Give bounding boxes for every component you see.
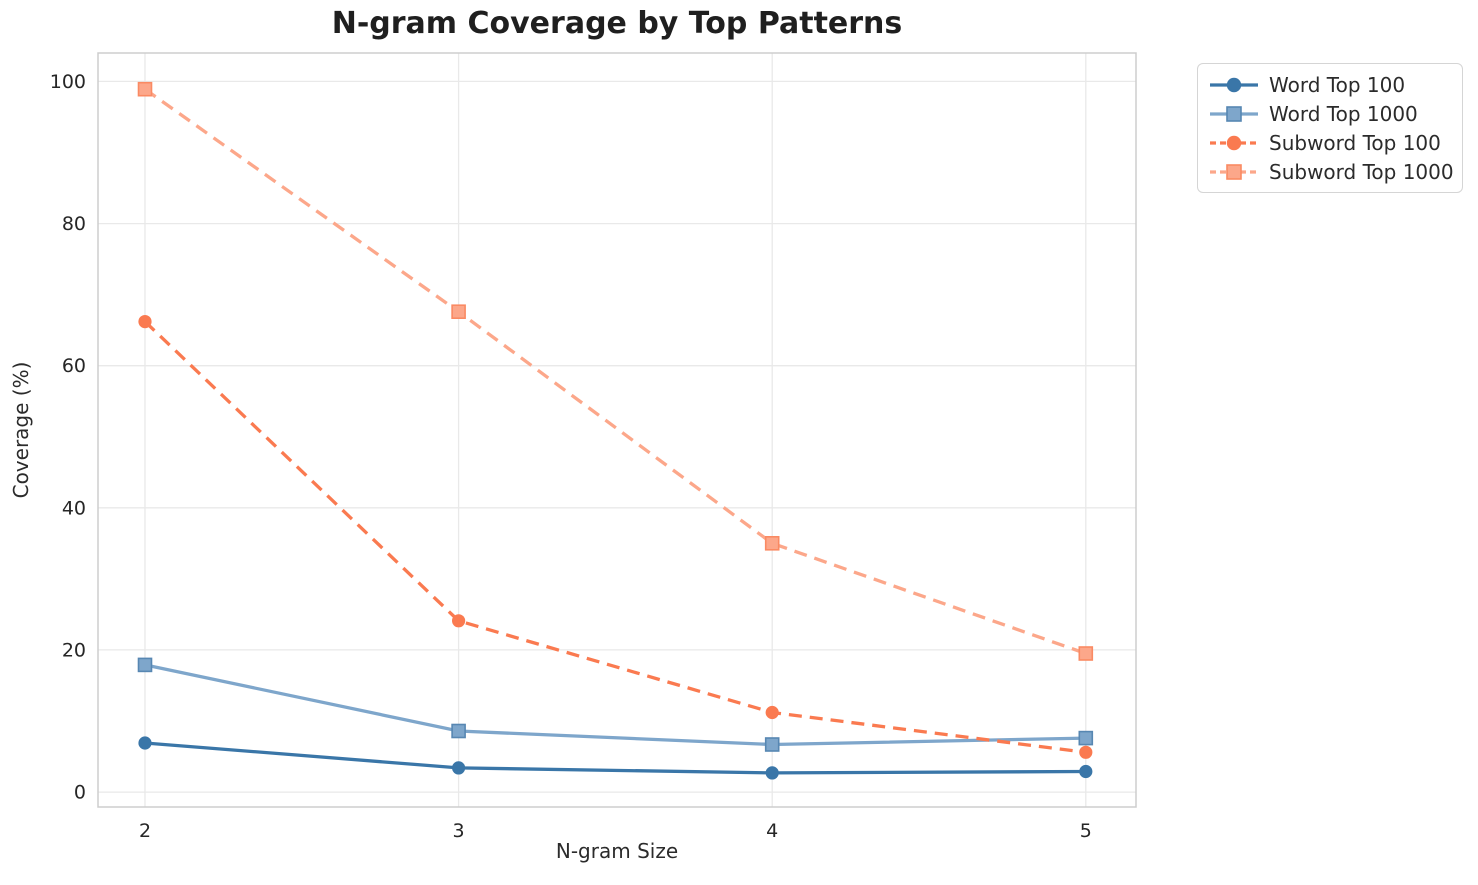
x-tick-label-2: 2 [139,820,151,842]
marker-word-top-1000-x4 [764,737,780,752]
x-axis-label: N-gram Size [555,839,679,863]
legend-item-subword-top-100: Subword Top 100 [1208,131,1452,155]
marker-subword-top-1000-x3 [451,304,466,320]
marker-word-top-1000-x5 [1078,730,1094,746]
legend: Word Top 100 Word Top 1000 Subword Top 100… [1197,63,1463,193]
legend-label-word-top-1000: Word Top 1000 [1269,101,1418,126]
y-tick-label-20: 20 [62,639,86,661]
x-tick-label-4: 4 [766,820,778,842]
marker-subword-top-100-x5 [1079,745,1093,759]
x-tick-label-3: 3 [453,820,465,842]
plot-border [97,52,1137,808]
marker-word-top-100-x4 [765,766,779,780]
marker-subword-top-100-x3 [452,614,466,628]
marker-subword-top-1000-x4 [764,535,780,551]
legend-item-word-top-100: Word Top 100 [1208,73,1452,97]
marker-word-top-100-x5 [1079,764,1093,779]
legend-swatch-subword-top-100 [1210,135,1258,150]
marker-word-top-1000-x2 [137,657,153,673]
chart-title: N-gram Coverage by Top Patterns [331,6,903,41]
marker-subword-top-100-x4 [765,705,779,720]
x-tick-label-5: 5 [1080,820,1092,842]
marker-subword-top-1000-x5 [1078,646,1094,661]
marker-word-top-100-x3 [452,761,466,775]
marker-word-top-1000-x3 [451,723,466,739]
legend-label-word-top-100: Word Top 100 [1269,72,1406,97]
marker-subword-top-100-x2 [138,315,152,329]
legend-item-subword-top-1000: Subword Top 1000 [1208,159,1454,184]
legend-marker-subword-top-1000 [1226,163,1242,180]
marker-word-top-100-x2 [138,736,152,750]
legend-marker-subword-top-100 [1226,135,1242,150]
y-axis-label: Coverage (%) [9,361,33,499]
y-tick-label-100: 100 [50,71,86,93]
series-line-word-top-1000 [144,663,1086,747]
legend-marker-word-top-100 [1226,77,1242,92]
legend-label-subword-top-1000: Subword Top 1000 [1269,159,1454,184]
legend-swatch-word-top-100 [1210,77,1258,92]
legend-label-subword-top-100: Subword Top 100 [1269,130,1441,155]
series-line-word-top-100 [144,741,1086,775]
y-tick-label-0: 0 [74,782,86,804]
y-tick-label-80: 80 [62,213,86,235]
series-line-subword-top-100 [143,320,1087,754]
marker-subword-top-1000-x2 [137,81,153,97]
legend-swatch-subword-top-1000 [1210,163,1258,180]
y-tick-label-40: 40 [62,497,86,519]
legend-item-word-top-1000: Word Top 1000 [1208,102,1452,126]
y-tick-label-60: 60 [62,355,86,377]
legend-swatch-word-top-1000 [1210,105,1258,122]
legend-marker-word-top-1000 [1226,105,1242,122]
series-line-subword-top-1000 [144,87,1087,656]
